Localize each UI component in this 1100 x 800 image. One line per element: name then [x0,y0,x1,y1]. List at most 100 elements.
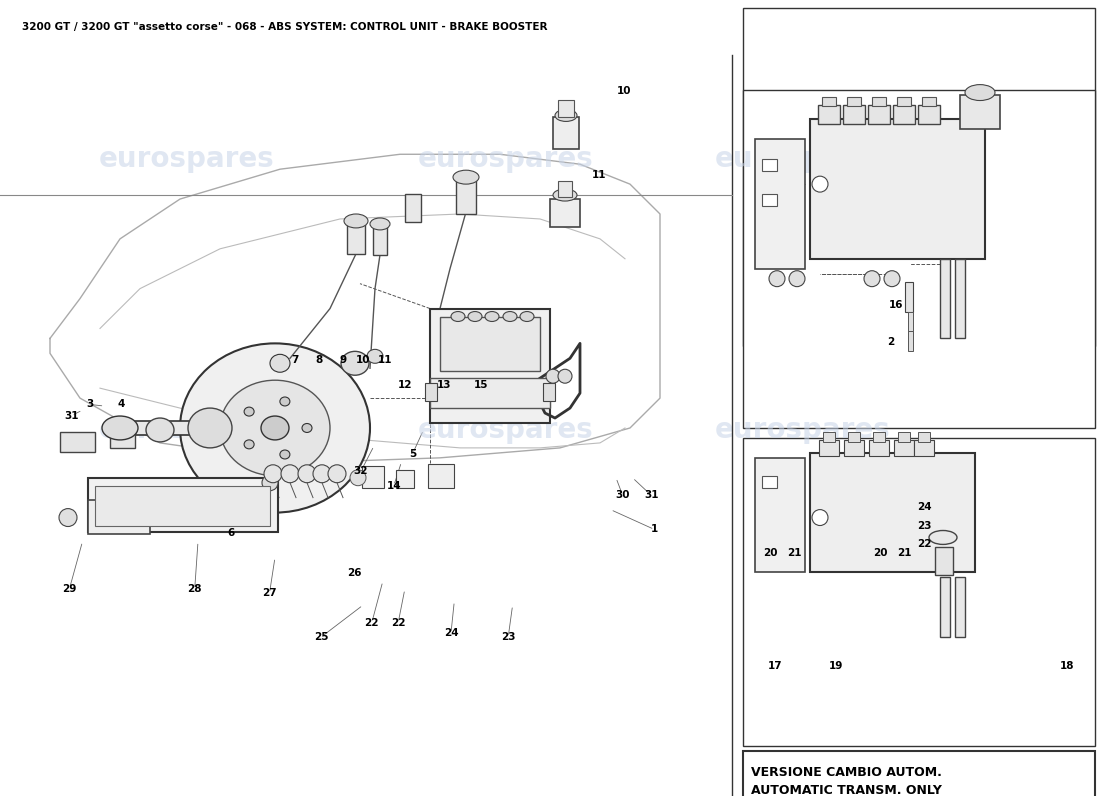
Bar [425,383,437,401]
Bar [905,282,913,311]
Text: 15: 15 [473,379,488,390]
Bar [940,578,950,637]
Text: VERSIONE CAMBIO AUTOM.: VERSIONE CAMBIO AUTOM. [751,766,942,779]
Bar [922,97,936,106]
Bar [896,97,911,106]
Ellipse shape [298,465,316,482]
Text: 23: 23 [916,521,932,530]
Text: 19: 19 [828,661,844,670]
Bar [88,478,278,533]
Ellipse shape [468,311,482,322]
Text: 24: 24 [916,502,932,512]
Ellipse shape [180,343,370,513]
Ellipse shape [341,351,368,375]
Ellipse shape [789,270,805,286]
Ellipse shape [546,370,560,383]
Text: 18: 18 [1059,661,1075,670]
Text: 5: 5 [409,449,416,459]
Ellipse shape [520,311,534,322]
Text: 1: 1 [651,525,658,534]
Ellipse shape [556,110,578,122]
Bar [810,119,984,258]
Text: 10: 10 [616,86,631,96]
Bar [558,181,572,197]
Text: eurospares: eurospares [99,416,275,444]
Ellipse shape [553,189,578,201]
Ellipse shape [965,85,996,101]
Ellipse shape [453,170,478,184]
Text: 11: 11 [592,170,607,180]
Text: 3200 GT / 3200 GT "assetto corse" - 068 - ABS SYSTEM: CONTROL UNIT - BRAKE BOOST: 3200 GT / 3200 GT "assetto corse" - 068 … [22,22,548,32]
Ellipse shape [558,370,572,383]
Ellipse shape [370,218,390,230]
Bar [742,8,1094,346]
Text: 9: 9 [340,355,346,365]
Text: 27: 27 [262,588,277,598]
Ellipse shape [314,465,331,482]
Text: 10: 10 [355,355,371,365]
Ellipse shape [864,270,880,286]
Bar [742,90,1094,428]
Bar [818,105,840,125]
Ellipse shape [302,423,312,433]
Bar [960,94,1000,130]
Text: 31: 31 [64,410,79,421]
Bar [430,309,550,423]
Text: 17: 17 [768,661,783,670]
Text: 2: 2 [888,338,894,347]
Text: 8: 8 [316,355,322,365]
Text: 22: 22 [364,618,380,628]
Bar [940,258,950,338]
Text: 11: 11 [377,355,393,365]
Bar [823,432,835,442]
Text: 4: 4 [118,399,124,410]
Text: eurospares: eurospares [715,146,891,174]
Bar [908,331,913,351]
Ellipse shape [146,418,174,442]
Bar [873,432,886,442]
Text: 29: 29 [62,584,77,594]
Text: 6: 6 [228,529,234,538]
Bar [820,440,839,456]
Bar [869,440,889,456]
Text: 22: 22 [916,539,932,549]
Ellipse shape [930,530,957,545]
Ellipse shape [884,270,900,286]
Bar [847,97,861,106]
Text: 23: 23 [500,632,516,642]
Text: 16: 16 [889,300,904,310]
Bar [762,159,777,171]
Ellipse shape [262,474,278,490]
Ellipse shape [59,509,77,526]
Bar [373,227,387,254]
Text: AUTOMATIC TRANSM. ONLY: AUTOMATIC TRANSM. ONLY [751,784,942,798]
Text: 28: 28 [187,584,202,594]
Ellipse shape [812,510,828,526]
Bar [918,105,940,125]
Ellipse shape [350,470,366,486]
Bar [908,311,913,331]
Bar [550,199,580,227]
Text: 3: 3 [87,399,94,410]
Ellipse shape [344,214,369,228]
Text: eurospares: eurospares [418,416,594,444]
Text: 32: 32 [353,466,369,476]
Ellipse shape [102,416,138,440]
Ellipse shape [279,450,290,459]
Text: 30: 30 [615,490,630,500]
Ellipse shape [188,408,232,448]
Text: eurospares: eurospares [418,146,594,174]
Bar [60,432,95,452]
Ellipse shape [279,397,290,406]
Bar [346,224,365,254]
Bar [456,179,476,214]
Bar [440,317,540,371]
Bar [955,258,965,338]
Text: 13: 13 [437,379,452,390]
Bar [120,421,210,435]
Bar [868,105,890,125]
Ellipse shape [769,270,785,286]
Bar [88,500,150,534]
Text: 25: 25 [314,632,329,642]
Ellipse shape [328,465,346,482]
